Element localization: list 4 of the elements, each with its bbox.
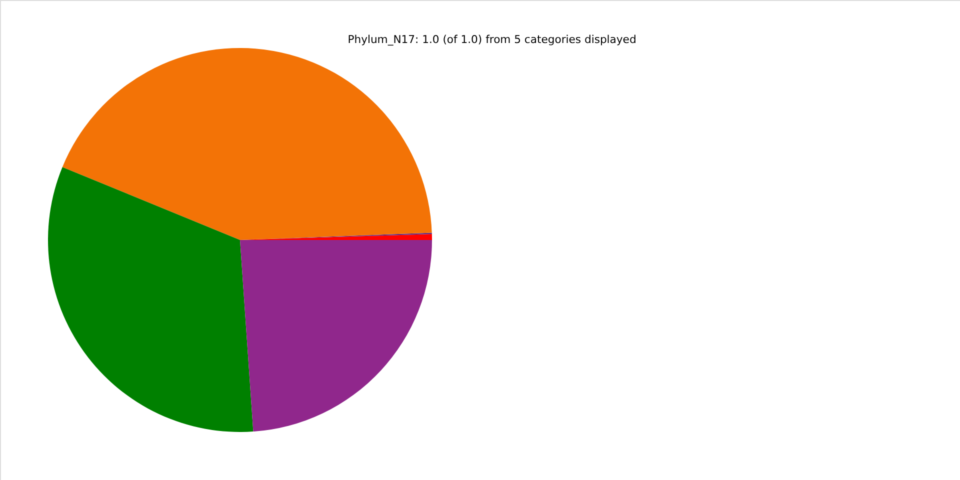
pie-slice bbox=[48, 167, 254, 432]
text: Phylum_N17: 1.0 (of 1.0) from 5 categories displayed bbox=[348, 33, 636, 46]
pie-slice bbox=[240, 240, 432, 432]
pie-slice bbox=[62, 48, 432, 240]
